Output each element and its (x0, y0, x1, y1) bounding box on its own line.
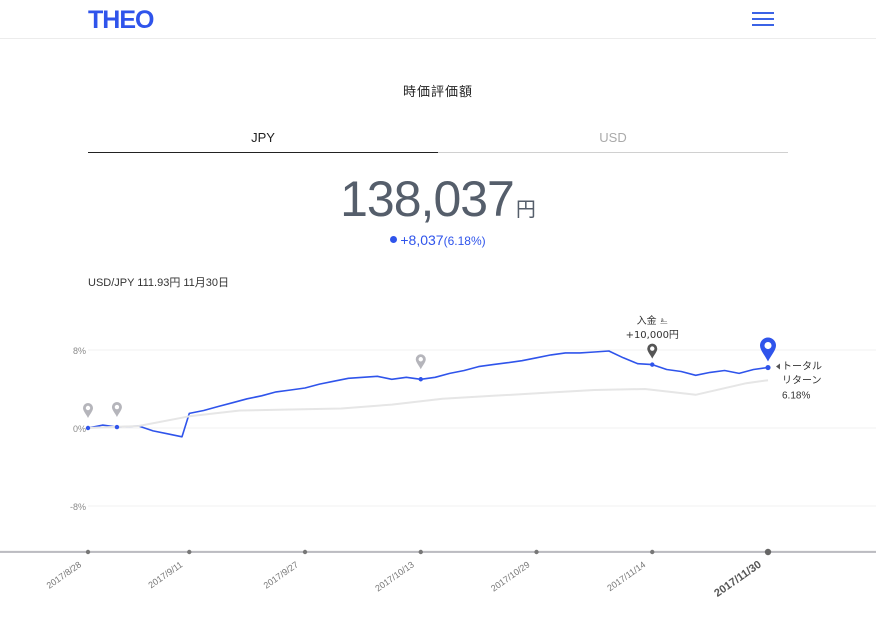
pointer-icon (776, 363, 780, 370)
event-point (418, 377, 423, 382)
fx-rate: USD/JPY 111.93円 11月30日 (88, 277, 230, 289)
map-pin-icon-hole (85, 405, 91, 411)
deposit-point (650, 362, 655, 367)
theo-logo[interactable]: THEO (88, 6, 154, 34)
x-tick-label: 2017/11/14 (605, 559, 647, 593)
x-tick-label: 2017/9/27 (262, 559, 301, 590)
tab-jpy[interactable]: JPY (88, 130, 438, 153)
event-point (114, 424, 120, 430)
benchmark-line (87, 379, 769, 429)
x-tick-dot (764, 548, 772, 556)
x-tick-dot (187, 549, 192, 555)
change-display: +8,037(6.18%) (0, 232, 876, 248)
change-percent: (6.18%) (443, 234, 486, 248)
current-pin-icon (760, 337, 776, 362)
deposit-title: 入金 ⎁ (637, 314, 668, 327)
page-title: 時価評価額 (402, 84, 473, 99)
event-point (85, 425, 91, 431)
map-pin-icon (83, 403, 93, 418)
map-pin-icon (415, 354, 426, 370)
return-chart[interactable]: 8% 0% -8% 2017/8/28 2017/9/11 2017/9/27 2017/1… (0, 300, 876, 622)
y-tick-label: -8% (70, 502, 86, 512)
total-return-value: 6.18% (782, 391, 810, 402)
deposit-amount: +10,000円 (626, 330, 679, 341)
current-pin-icon-hole (764, 342, 772, 350)
map-pin-icon-hole (114, 404, 120, 410)
valuation-amount: 138,037 (340, 171, 515, 227)
portfolio-line (87, 350, 769, 438)
currency-tabs: JPY USD (88, 130, 788, 154)
valuation-unit: 円 (515, 199, 536, 221)
map-pin-icon-hole (650, 346, 655, 351)
x-tick-label: 2017/8/28 (45, 559, 84, 590)
gain-dot-icon (390, 236, 398, 243)
y-tick-label: 0% (73, 424, 86, 434)
x-tick-dot (418, 549, 423, 555)
x-tick-label: 2017/9/11 (146, 559, 184, 590)
total-return-label: トータル (782, 361, 822, 373)
x-tick-label: 2017/11/30 (712, 559, 763, 600)
x-tick-dot (302, 549, 308, 555)
end-point (765, 364, 771, 371)
total-return-label: リターン (782, 375, 822, 387)
map-pin-icon-hole (418, 357, 423, 362)
x-tick-dot (85, 549, 91, 555)
app-header: THEO (0, 0, 876, 39)
y-tick-label: 8% (73, 346, 86, 356)
x-tick-label: 2017/10/13 (373, 559, 416, 593)
x-tick-dot (534, 549, 539, 555)
x-tick-label: 2017/10/29 (489, 559, 532, 593)
valuation-display: 138,037 円 (0, 170, 876, 228)
change-amount: +8,037 (400, 232, 444, 248)
hamburger-icon[interactable] (752, 12, 774, 26)
tab-usd[interactable]: USD (438, 130, 788, 153)
map-pin-icon (111, 402, 122, 418)
x-tick-dot (650, 549, 655, 555)
map-pin-icon (647, 343, 658, 359)
